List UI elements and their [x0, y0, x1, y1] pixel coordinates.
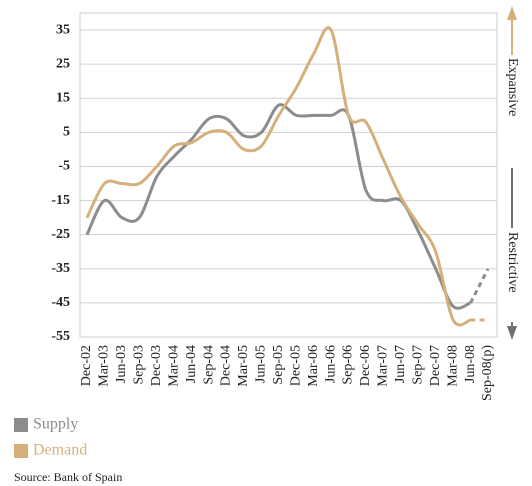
x-tick-label: Sep-04	[201, 345, 216, 385]
x-tick-label: Dec-07	[428, 345, 443, 386]
projection-line	[469, 268, 490, 304]
x-tick-label: Dec-06	[358, 345, 373, 386]
plot-frame	[79, 12, 498, 338]
x-tick-label: Jun-04	[184, 345, 199, 383]
line-series	[85, 103, 472, 310]
y-tick-label: -25	[51, 227, 70, 242]
x-tick-label: Mar-03	[97, 345, 112, 387]
y-tick-label: 5	[63, 125, 70, 140]
x-tick-label: Sep-03	[132, 345, 147, 385]
y-tick-label: -5	[58, 159, 70, 174]
expansive-label: Expansive	[505, 58, 520, 116]
label-bg	[503, 228, 521, 322]
x-tick-label: Dec-05	[288, 345, 303, 386]
y-tick-label: -15	[51, 193, 70, 208]
legend-swatch	[14, 418, 28, 432]
y-tick-label: -35	[51, 261, 70, 276]
x-tick-label: Sep-06	[341, 345, 356, 385]
x-tick-label: Jun-06	[323, 345, 338, 383]
x-tick-label: Sep-05	[271, 345, 286, 385]
x-tick-label: Mar-04	[166, 345, 181, 387]
x-tick-label: Mar-08	[445, 345, 460, 387]
x-tick-label: Sep-08(p)	[480, 345, 495, 401]
x-tick-label: Dec-03	[149, 345, 164, 386]
x-tick-label: Jun-03	[114, 345, 129, 383]
x-tick-label: Sep-07	[410, 345, 425, 385]
legend-label: Supply	[33, 416, 78, 433]
restrictive-label: Restrictive	[505, 232, 520, 293]
x-tick-label: Dec-02	[79, 345, 94, 386]
x-tick-label: Jun-05	[254, 345, 269, 383]
y-tick-label: 15	[56, 90, 70, 105]
x-tick-label: Mar-07	[376, 345, 391, 387]
restrictive-arrowhead	[507, 326, 517, 340]
x-tick-label: Mar-06	[306, 345, 321, 387]
label-bg	[503, 55, 521, 155]
x-tick-label: Jun-08	[463, 345, 478, 383]
legend-label: Demand	[33, 442, 87, 459]
y-tick-label: 25	[56, 56, 70, 71]
y-tick-label: -55	[51, 329, 70, 344]
x-tick-label: Mar-05	[236, 345, 251, 387]
x-tick-label: Dec-04	[219, 345, 234, 386]
line-series	[85, 26, 472, 327]
y-tick-label: -45	[51, 295, 70, 310]
y-tick-label: 35	[56, 22, 70, 37]
x-tick-label: Jun-07	[393, 345, 408, 383]
legend-swatch	[14, 444, 28, 458]
expansive-arrowhead	[507, 6, 517, 20]
source: Source: Bank of Spain	[14, 470, 122, 484]
